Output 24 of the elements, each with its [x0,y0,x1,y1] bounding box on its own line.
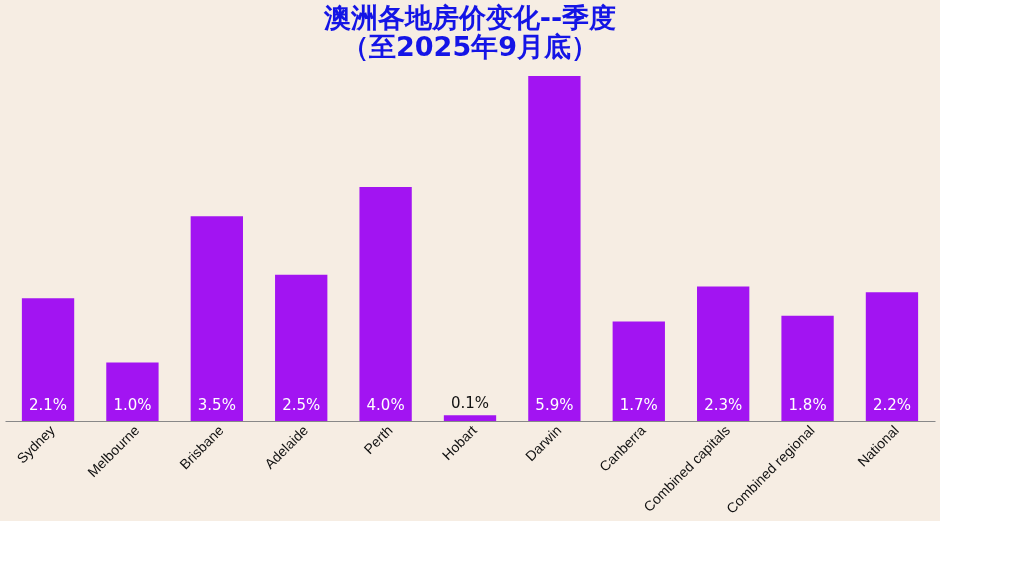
bar [781,315,834,421]
data-label: 4.0% [366,396,405,414]
data-label: 5.9% [535,396,574,414]
bar [359,187,412,421]
text: （至2025年9月底） [342,31,598,62]
data-label: 1.0% [113,396,152,414]
data-label: 1.7% [619,396,658,414]
data-label: 2.1% [28,396,68,414]
bar [612,321,665,421]
data-label: 2.2% [872,396,912,414]
bar [275,274,328,421]
bar [528,76,581,421]
bar [697,286,750,421]
text: 澳洲各地房价变化--季度 [323,2,617,33]
bar [106,362,159,421]
data-label: 2.5% [282,396,321,414]
bar [865,292,919,421]
bar [190,216,243,421]
data-label: 3.5% [197,396,236,414]
data-label: 0.1% [450,394,490,413]
bar [443,415,497,421]
bar [21,298,75,421]
data-label: 1.8% [788,396,827,414]
data-label: 2.3% [704,396,743,414]
